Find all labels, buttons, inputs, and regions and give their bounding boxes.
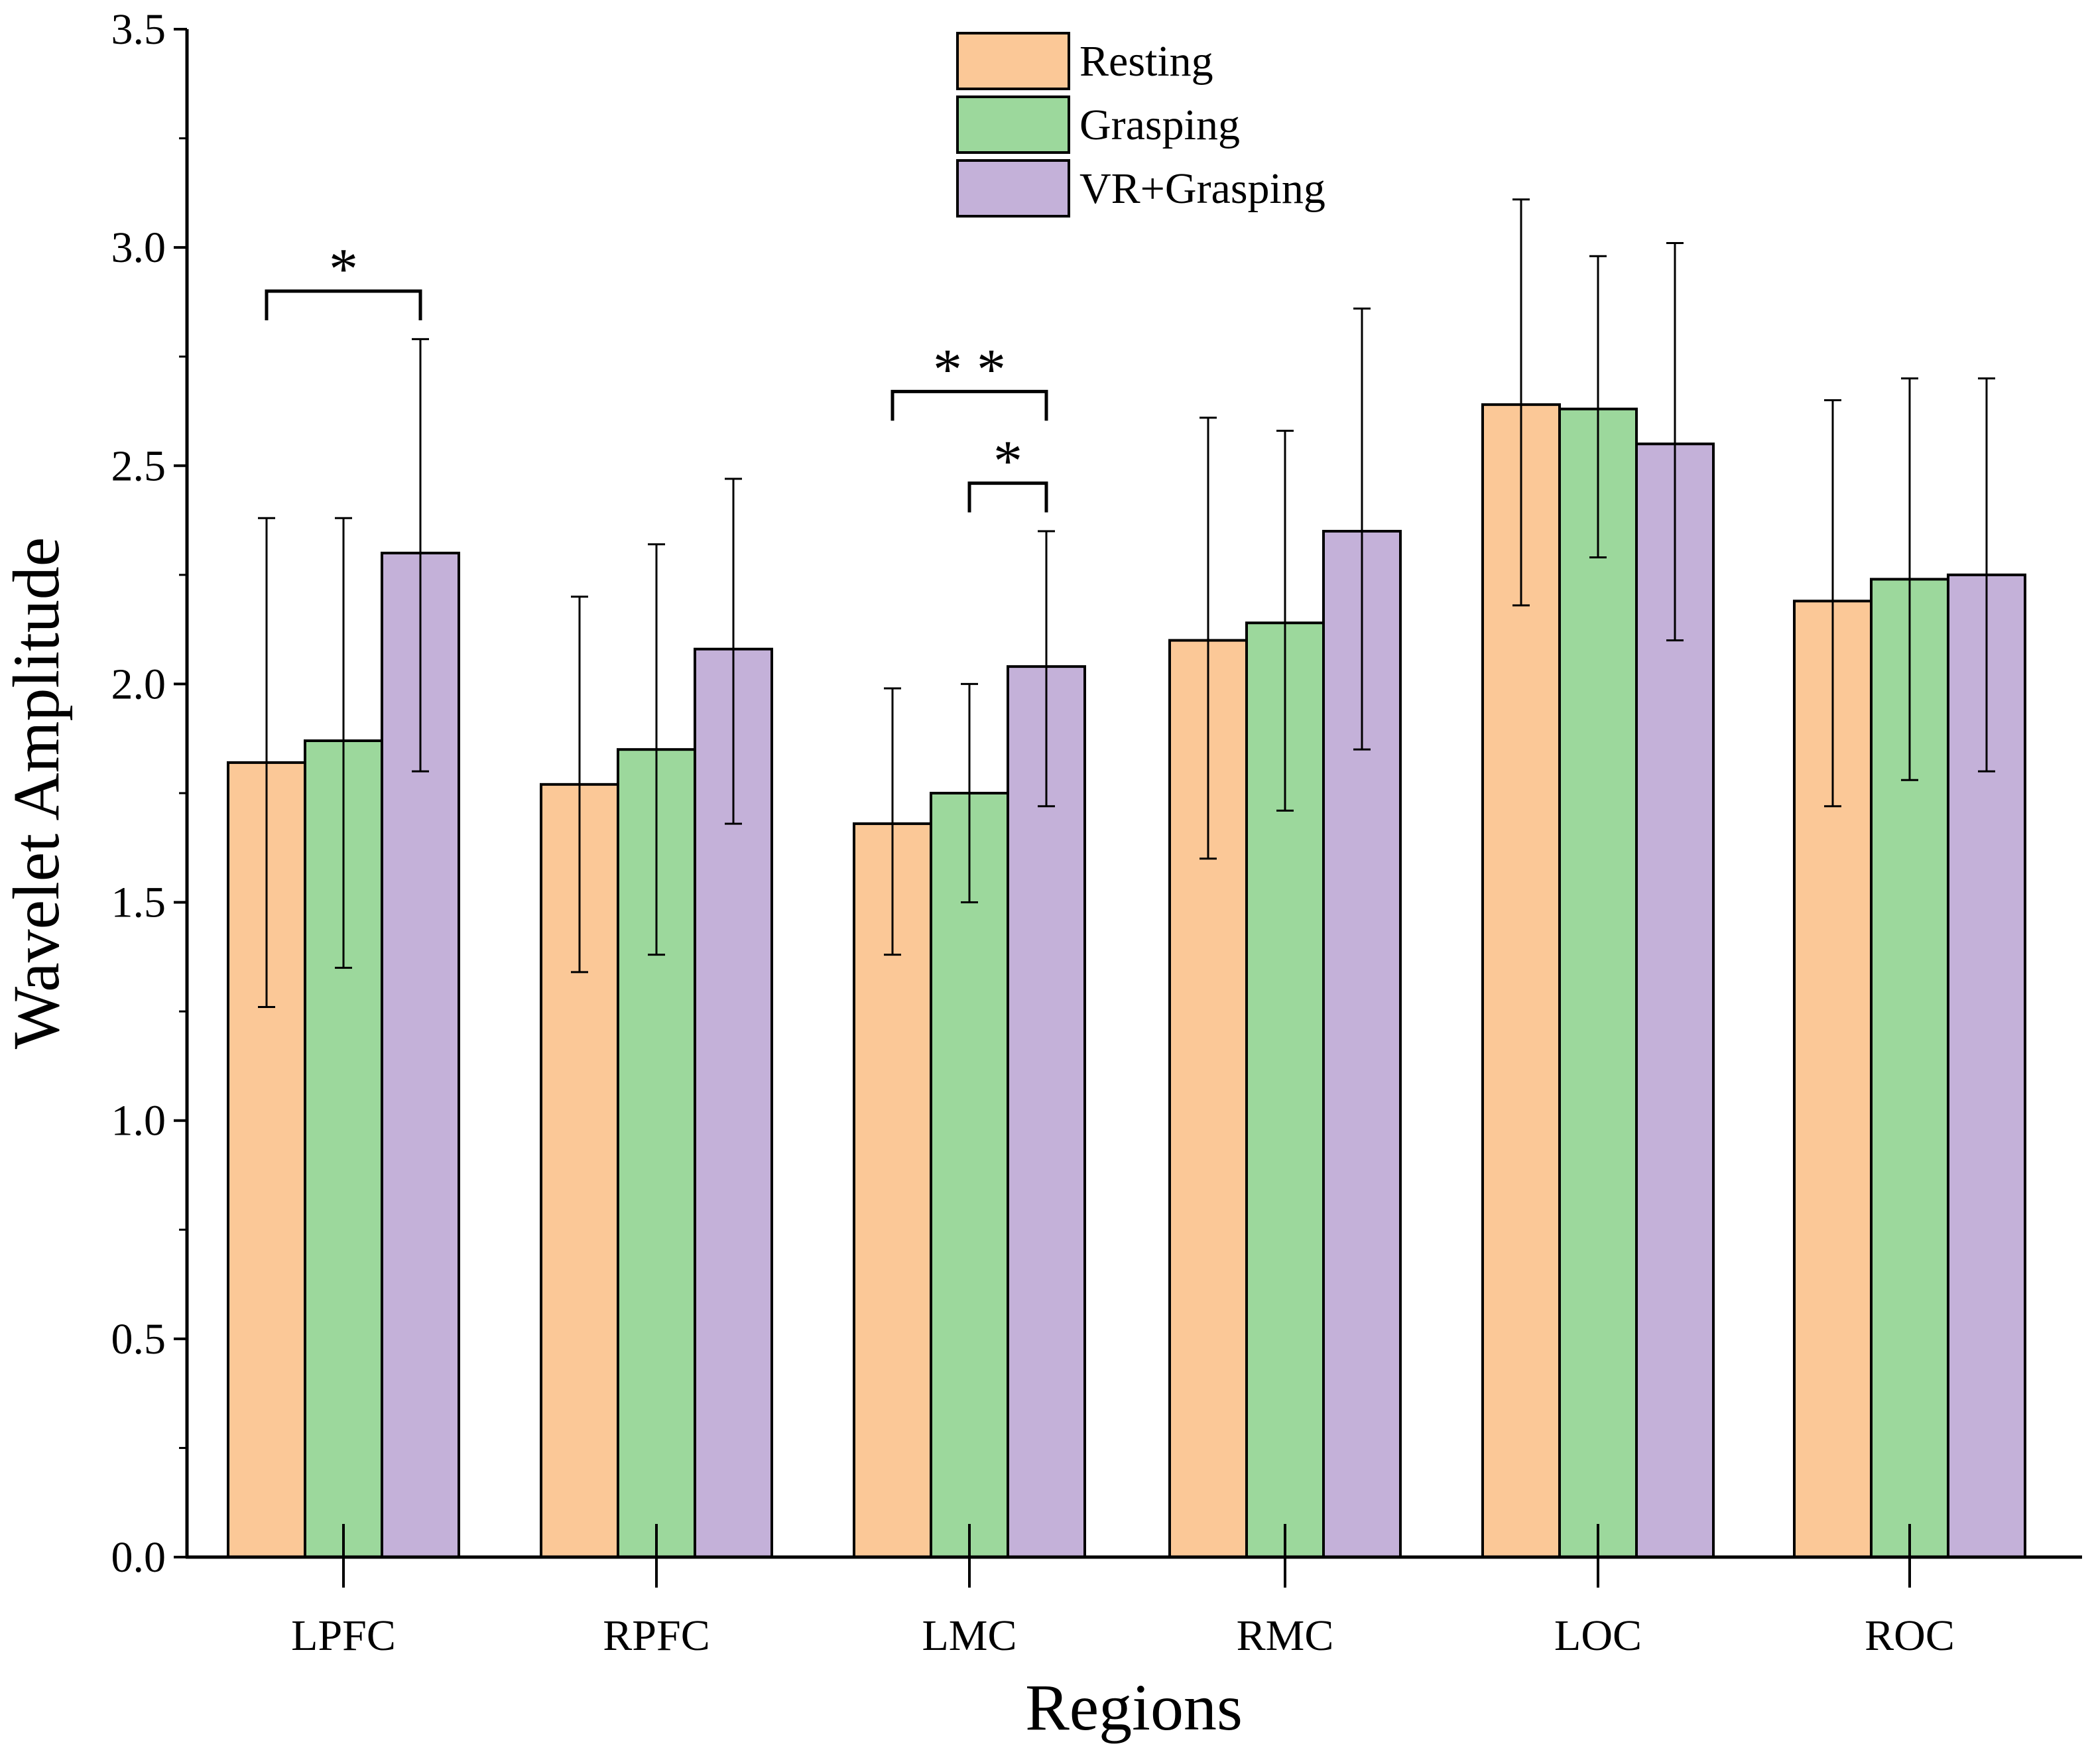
significance-bracket-1 bbox=[891, 389, 1048, 421]
bar-lmc-grasping bbox=[930, 792, 1009, 1558]
significance-label-0: * bbox=[329, 237, 358, 302]
legend-swatch-grasping bbox=[956, 95, 1070, 154]
y-tick-label-4: 2.0 bbox=[111, 660, 166, 708]
x-tick-label-rpfc: RPFC bbox=[603, 1611, 709, 1660]
error-bars-layer bbox=[258, 198, 1995, 1009]
y-tick-label-3: 1.5 bbox=[111, 879, 166, 927]
y-tick-label-5: 2.5 bbox=[111, 442, 166, 490]
significance-label-2: * bbox=[993, 430, 1022, 494]
bars-layer bbox=[227, 403, 2026, 1559]
y-ticks-layer: 0.0 0.5 1.0 1.5 2.0 2.5 3.0 3.5 bbox=[111, 5, 187, 1582]
significance-bracket-2 bbox=[967, 481, 1048, 513]
y-tick-label-7: 3.5 bbox=[111, 5, 166, 54]
x-tick-label-lpfc: LPFC bbox=[291, 1611, 396, 1660]
x-tick-label-roc: ROC bbox=[1865, 1611, 1955, 1660]
y-axis-title: Wavelet Amplitude bbox=[0, 537, 73, 1049]
y-tick-label-2: 1.0 bbox=[111, 1097, 166, 1145]
legend-label-resting: Resting bbox=[1079, 37, 1213, 86]
y-tick-label-1: 0.5 bbox=[111, 1315, 166, 1363]
legend-swatch-vr-grasping bbox=[956, 159, 1070, 218]
legend-label-grasping: Grasping bbox=[1079, 101, 1240, 149]
significance-bracket-0 bbox=[265, 289, 422, 320]
legend-label-vr-grasping: VR+Grasping bbox=[1079, 164, 1325, 213]
x-tick-label-lmc: LMC bbox=[922, 1611, 1016, 1660]
significance-label-1: * * bbox=[933, 338, 1006, 402]
bar-loc-grasping bbox=[1558, 407, 1638, 1558]
y-tick-label-0: 0.0 bbox=[111, 1533, 166, 1582]
legend: Resting Grasping VR+Grasping bbox=[956, 32, 1325, 218]
y-tick-label-6: 3.0 bbox=[111, 223, 166, 272]
x-tick-label-loc: LOC bbox=[1554, 1611, 1642, 1660]
x-tick-label-rmc: RMC bbox=[1237, 1611, 1334, 1660]
x-ticks-layer: LPFC RPFC LMC RMC LOC ROC bbox=[291, 1524, 1955, 1660]
legend-swatch-resting bbox=[956, 32, 1070, 90]
x-axis-title: Regions bbox=[1025, 1670, 1243, 1744]
significance-layer: * * * * bbox=[265, 237, 1048, 513]
